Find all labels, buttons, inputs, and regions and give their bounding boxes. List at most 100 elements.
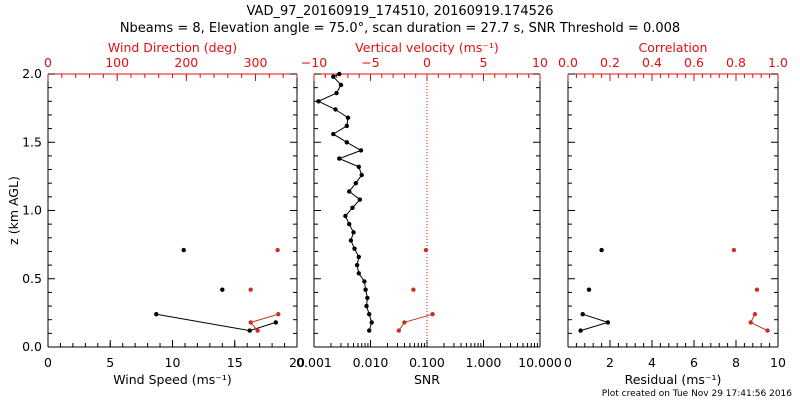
- top-tick-label: 100: [105, 55, 129, 70]
- red-data-point: [411, 287, 416, 292]
- black-data-point: [351, 230, 356, 235]
- red-profile-line: [750, 313, 768, 332]
- black-data-point: [356, 271, 361, 276]
- red-data-point: [765, 328, 770, 333]
- black-data-point: [331, 74, 336, 79]
- bottom-tick-label: 6: [690, 355, 698, 370]
- black-data-point: [345, 115, 351, 120]
- y-tick-label: 0.0: [22, 339, 42, 354]
- black-profile-line: [156, 313, 276, 332]
- black-data-point: [338, 82, 344, 88]
- y-tick-label: 1.5: [22, 134, 42, 149]
- top-tick-label: 0.6: [684, 55, 704, 70]
- black-data-point: [363, 287, 368, 292]
- bottom-tick-label: 0: [44, 355, 52, 370]
- black-data-point: [347, 221, 352, 227]
- top-tick-label: 300: [244, 55, 268, 70]
- red-data-point: [276, 312, 281, 317]
- y-tick-label: 2.0: [22, 66, 42, 81]
- black-data-point: [367, 328, 372, 333]
- bottom-tick-label: 0.100: [409, 355, 445, 370]
- figure-title-line2: Nbeams = 8, Elevation angle = 75.0°, sca…: [120, 21, 680, 36]
- bottom-tick-label: 0: [564, 355, 572, 370]
- red-data-point: [754, 287, 760, 292]
- black-data-point: [316, 99, 321, 104]
- top-tick-label: 0.0: [558, 55, 578, 70]
- top-tick-label: 0.2: [600, 55, 620, 70]
- black-data-point: [580, 312, 585, 317]
- black-data-point: [357, 197, 363, 202]
- black-data-point: [356, 164, 361, 169]
- red-data-point: [731, 247, 737, 253]
- black-data-point: [605, 320, 611, 325]
- bottom-tick-label: 10.000: [518, 355, 562, 370]
- bottom-tick-label: 0.001: [296, 355, 332, 370]
- y-tick-label: 0.5: [22, 271, 42, 286]
- black-data-point: [586, 287, 592, 292]
- black-data-point: [220, 287, 225, 292]
- black-data-point: [273, 320, 278, 325]
- red-data-point: [748, 320, 753, 325]
- y-tick-label: 1.0: [22, 203, 42, 218]
- top-tick-label: −10: [301, 55, 327, 70]
- black-data-point: [343, 213, 348, 219]
- black-data-point: [359, 172, 364, 178]
- y-axis-label: z (km AGL): [6, 176, 21, 245]
- bottom-tick-label: 5: [106, 355, 114, 370]
- red-data-point: [248, 287, 253, 292]
- red-data-point: [402, 320, 407, 325]
- red-data-point: [752, 312, 758, 317]
- black-profile-line: [317, 73, 373, 331]
- top-axis-label: Vertical velocity (ms⁻¹): [355, 40, 499, 55]
- black-data-point: [352, 246, 357, 251]
- bottom-tick-label: 20: [289, 355, 305, 370]
- top-axis-label: Wind Direction (deg): [108, 40, 237, 55]
- residual-correlation-panel: 0 2 4 6 8 10 Residual (ms⁻¹) 0.0 0.2 0.4 0.6 0.8 1.0…: [558, 40, 788, 387]
- black-data-point: [367, 312, 372, 317]
- black-data-point: [348, 238, 354, 243]
- top-tick-label: 200: [174, 55, 198, 70]
- top-tick-label: 0.8: [726, 55, 746, 70]
- top-axis-label: Correlation: [639, 40, 708, 55]
- black-data-point: [350, 205, 355, 210]
- wind-speed-direction-panel: 0.0 0.5 1.0 1.5 2.0 z (km AGL) 0 5 10 15 20 Wind Sp…: [6, 40, 305, 387]
- black-data-point: [362, 279, 367, 284]
- top-tick-label: −5: [361, 55, 379, 70]
- bottom-tick-label: 2: [606, 355, 614, 370]
- black-data-point: [369, 320, 374, 325]
- black-data-point: [354, 262, 360, 268]
- bottom-tick-label: 10: [770, 355, 786, 370]
- figure-title-line1: VAD_97_20160919_174510, 20160919.174526: [247, 4, 554, 19]
- top-tick-label: 5: [480, 55, 488, 70]
- snr-vertical-velocity-panel: 0.001 0.010 0.100 1.000 10.000 SNR −10 −5 0 5 10 Ve…: [296, 40, 562, 387]
- black-data-point: [344, 140, 349, 145]
- black-profile-line: [580, 313, 610, 332]
- black-data-point: [356, 254, 361, 260]
- top-tick-label: 10: [532, 55, 548, 70]
- black-data-point: [247, 328, 252, 333]
- black-data-point: [347, 189, 352, 194]
- red-data-point: [248, 320, 253, 325]
- bottom-tick-label: 10: [165, 355, 181, 370]
- bottom-tick-label: 1.000: [466, 355, 502, 370]
- black-data-point: [337, 71, 342, 77]
- top-tick-label: 1.0: [768, 55, 788, 70]
- top-tick-label: 0: [423, 55, 431, 70]
- bottom-axis-label: Residual (ms⁻¹): [625, 372, 722, 387]
- black-data-point: [337, 156, 342, 161]
- black-data-point: [358, 148, 364, 153]
- top-tick-label: 0: [44, 55, 52, 70]
- black-data-point: [344, 123, 349, 129]
- bottom-axis-label: Wind Speed (ms⁻¹): [113, 372, 232, 387]
- black-data-point: [181, 247, 186, 253]
- red-data-point: [396, 328, 401, 333]
- bottom-tick-label: 15: [227, 355, 243, 370]
- top-tick-label: 0.4: [642, 55, 662, 70]
- red-data-point: [430, 312, 435, 317]
- bottom-tick-label: 0.010: [353, 355, 389, 370]
- black-data-point: [578, 328, 583, 333]
- red-data-point: [275, 247, 280, 253]
- black-data-point: [333, 107, 338, 112]
- plot-created-footer: Plot created on Tue Nov 29 17:41:56 2016: [602, 389, 792, 399]
- black-data-point: [331, 131, 336, 137]
